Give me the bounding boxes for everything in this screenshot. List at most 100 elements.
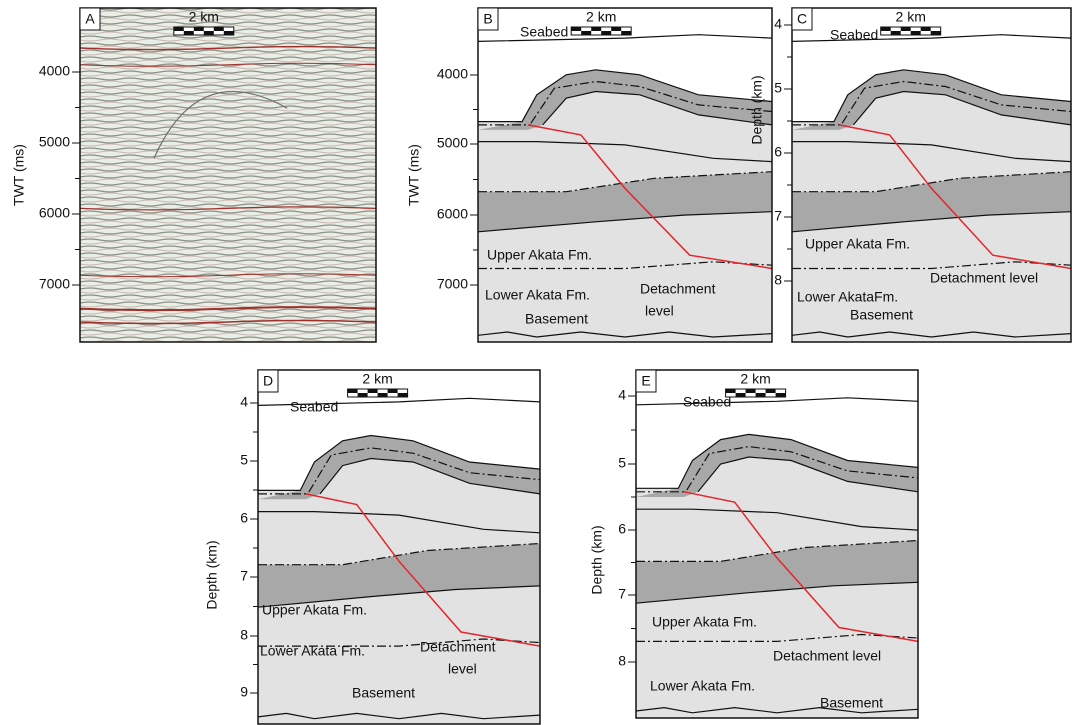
- panel-border: [79, 7, 377, 343]
- scale-segment: [367, 389, 378, 393]
- horizon: [478, 171, 773, 193]
- horizon: [635, 397, 919, 406]
- scale-label: 2 km: [362, 371, 392, 387]
- scale-segment: [183, 31, 194, 35]
- scale-segment: [347, 389, 358, 393]
- scale-segment: [910, 31, 921, 35]
- fault: [839, 124, 1072, 270]
- horizon: [257, 585, 541, 608]
- fault: [305, 493, 541, 647]
- panel-letter: C: [797, 11, 807, 27]
- horizon: [478, 69, 773, 123]
- y-tick-label: 6: [774, 144, 782, 160]
- scale-segment: [397, 393, 408, 397]
- y-tick-label: 4: [774, 16, 782, 32]
- horizon: [635, 706, 919, 714]
- y-tick-label: 6000: [39, 205, 70, 221]
- panel-letter: E: [641, 373, 650, 389]
- scale-segment: [725, 389, 736, 393]
- horizon: [697, 456, 919, 493]
- formation-label: Seabed: [683, 394, 731, 410]
- panel-border: [635, 369, 919, 719]
- formation-label: Basement: [820, 695, 883, 711]
- formation-label: Upper Akata Fm.: [262, 602, 367, 618]
- seismic-image: [80, 8, 376, 342]
- scale-segment: [880, 27, 891, 31]
- y-tick-label: 5: [618, 455, 626, 471]
- scale-segment: [745, 389, 756, 393]
- scale-segment: [591, 27, 602, 31]
- formation-label: Detachment level: [773, 648, 881, 664]
- scale-segment: [377, 393, 388, 397]
- y-axis-label: Depth (km): [204, 540, 220, 609]
- formation-label: Seabed: [830, 27, 878, 43]
- scale-segment: [601, 31, 612, 35]
- horizon: [636, 539, 919, 563]
- formation-label: Lower Akata Fm.: [260, 643, 365, 659]
- scale-segment: [735, 393, 746, 397]
- scale-segment: [775, 393, 786, 397]
- dark-band: [258, 543, 540, 608]
- y-tick-label: 5000: [39, 134, 70, 150]
- panel-border: [791, 7, 1072, 343]
- scale-segment: [930, 31, 941, 35]
- y-axis-label: Depth (km): [589, 525, 605, 594]
- horizon: [636, 508, 919, 531]
- scale-label: 2 km: [586, 9, 616, 25]
- letter-box: [79, 7, 101, 31]
- scale-segment: [621, 31, 632, 35]
- horizon: [792, 171, 1072, 193]
- y-tick-label: 8: [774, 272, 782, 288]
- reflector: [153, 90, 288, 159]
- y-axis-label: Depth (km): [749, 75, 765, 144]
- reflector: [79, 306, 377, 312]
- y-axis-label: TWT (ms): [11, 144, 27, 206]
- y-tick-label: 6000: [437, 206, 468, 222]
- horizon: [792, 69, 1072, 123]
- dark-band: [792, 171, 1071, 232]
- panel: Seabed Upper Akata Fm. Detachment level Low…: [589, 369, 919, 719]
- reflector: [79, 273, 377, 278]
- horizon: [258, 638, 541, 647]
- y-tick-label: 4: [618, 387, 626, 403]
- horizon: [477, 34, 773, 42]
- horizon: [636, 433, 919, 489]
- horizon: [635, 581, 919, 604]
- y-tick-label: 7: [774, 208, 782, 224]
- formation-label: Upper Akata Fm.: [487, 247, 592, 263]
- y-tick-label: 9: [240, 684, 248, 700]
- panel: Seabed Upper Akata Fm. Lower Akata Fm. Deta…: [204, 369, 541, 725]
- formation-label: level: [448, 661, 477, 677]
- dark-band: [636, 540, 918, 604]
- horizon: [257, 397, 541, 406]
- letter-box: [635, 369, 657, 393]
- panel: Seabed Upper Akata Fm. Lower AkataFm. Detac…: [749, 7, 1072, 343]
- horizon: [258, 542, 541, 566]
- scale-segment: [173, 27, 184, 31]
- formation-label: Detachment level: [930, 270, 1038, 286]
- scale-segment: [203, 31, 214, 35]
- panel: A 2 km 4000 5000 6000 7000 TWT (ms): [11, 7, 377, 343]
- panel-letter: A: [85, 11, 95, 27]
- horizon: [686, 445, 919, 491]
- y-tick-label: 7000: [39, 276, 70, 292]
- scale-segment: [890, 31, 901, 35]
- scale-label: 2 km: [740, 371, 770, 387]
- y-tick-label: 4000: [437, 66, 468, 82]
- horizon: [319, 457, 541, 495]
- y-tick-label: 5: [240, 452, 248, 468]
- formation-label: Upper Akata Fm.: [652, 614, 757, 630]
- scale-segment: [755, 393, 766, 397]
- scale-label: 2 km: [189, 9, 219, 25]
- horizon: [258, 511, 541, 534]
- reflector: [79, 62, 377, 67]
- scale-segment: [765, 389, 776, 393]
- formation-label: level: [645, 303, 674, 319]
- panel-border: [477, 7, 773, 343]
- panel: Seabed Upper Akata Fm. Lower Akata Fm. Deta…: [406, 7, 773, 343]
- scale-segment: [920, 27, 931, 31]
- formation-label: Basement: [850, 307, 913, 323]
- y-tick-label: 4: [240, 394, 248, 410]
- formation-label: Detachment: [640, 281, 716, 297]
- panel-border: [257, 369, 541, 725]
